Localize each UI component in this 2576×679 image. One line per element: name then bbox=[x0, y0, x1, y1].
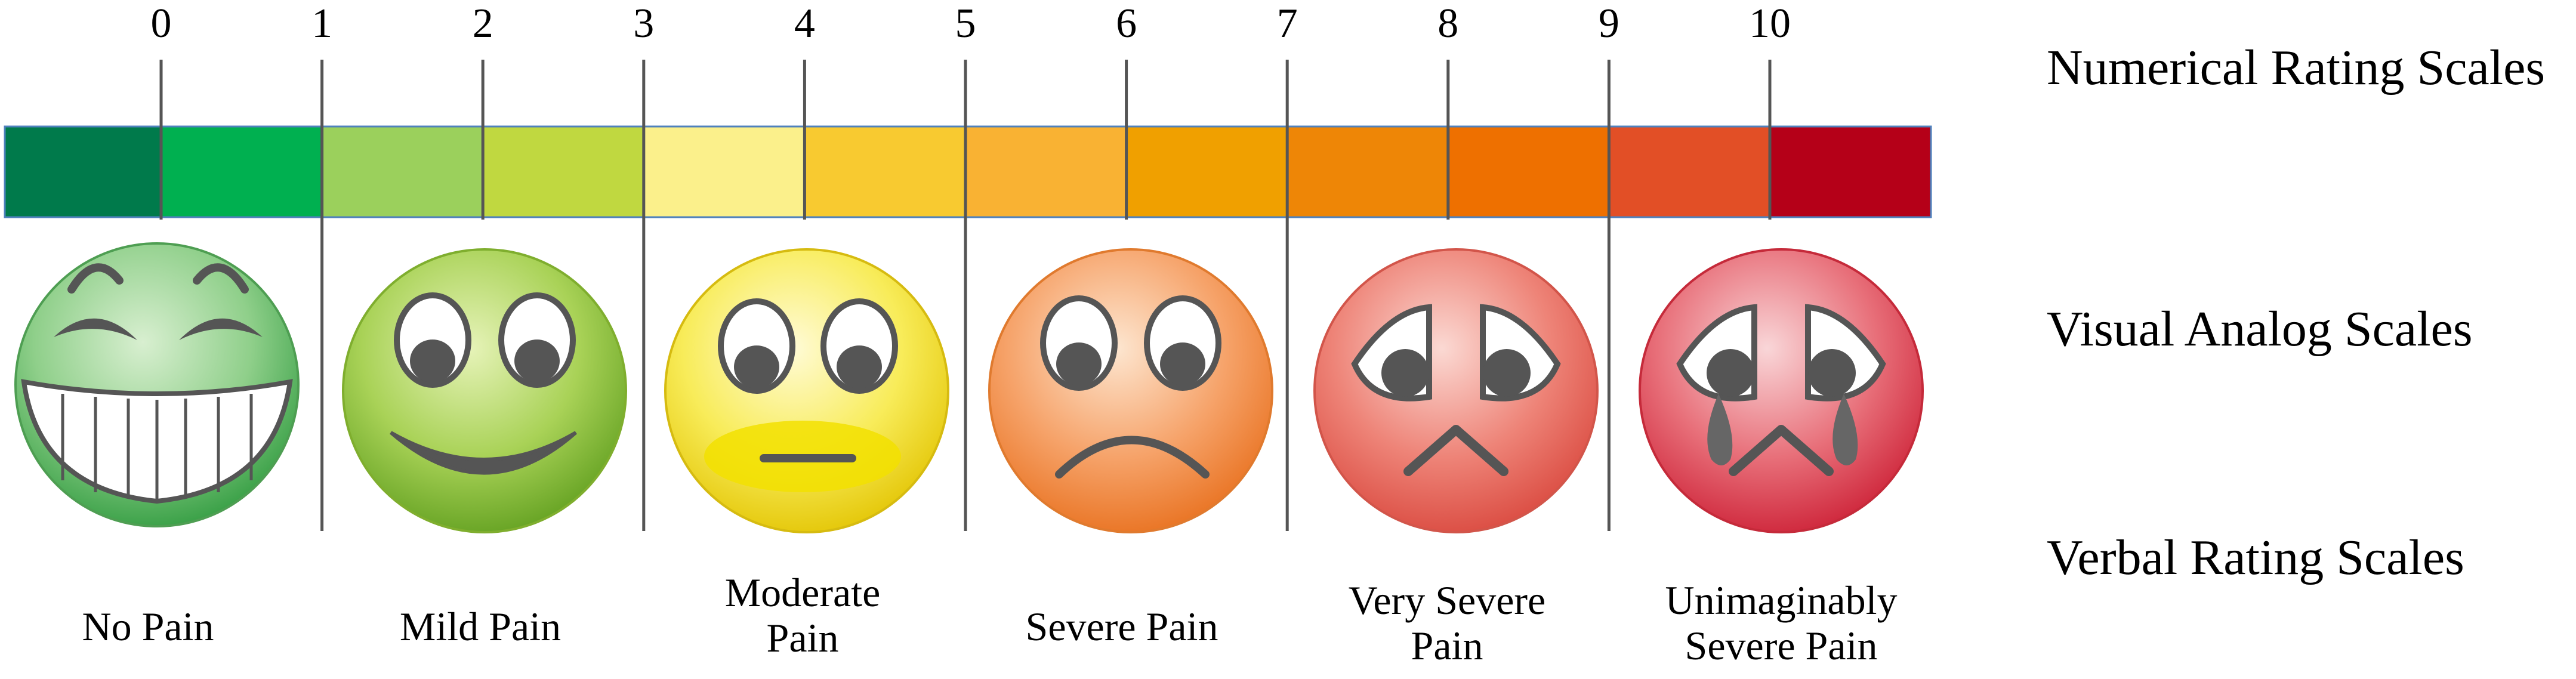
very-severe-pain-face-icon bbox=[1313, 248, 1599, 533]
tick-labels: 0 1 2 3 4 5 6 7 8 9 10 bbox=[151, 1, 1791, 47]
verbal-label-unimaginably-severe-pain: Unimaginably Severe Pain bbox=[1665, 578, 1898, 669]
verbal-rating-scales-label: Verbal Rating Scales bbox=[2047, 530, 2464, 585]
bar-segment bbox=[161, 126, 322, 217]
tick-label: 10 bbox=[1749, 1, 1791, 47]
mild-pain-face-icon bbox=[342, 248, 627, 533]
verbal-label-severe-pain: Severe Pain bbox=[1025, 604, 1218, 649]
tick-label: 6 bbox=[1116, 1, 1137, 47]
scale-dividers bbox=[320, 60, 1611, 531]
bar-segment bbox=[1770, 126, 1931, 217]
bar-segment bbox=[1126, 126, 1288, 217]
tick-label: 1 bbox=[311, 1, 332, 47]
tick-label: 8 bbox=[1437, 1, 1458, 47]
verbal-label-moderate-pain: Moderate Pain bbox=[724, 570, 881, 661]
bar-segment bbox=[483, 126, 644, 217]
moderate-pain-face-icon bbox=[664, 248, 949, 533]
bar-segment bbox=[5, 126, 161, 217]
no-pain-face-icon bbox=[14, 242, 300, 527]
verbal-label-mild-pain: Mild Pain bbox=[399, 604, 562, 649]
tick-label: 5 bbox=[955, 1, 976, 47]
verbal-label-no-pain: No Pain bbox=[82, 604, 214, 649]
tick-label: 7 bbox=[1277, 1, 1298, 47]
bar-outline bbox=[4, 125, 1932, 218]
tick-label: 0 bbox=[151, 1, 172, 47]
bar-segment bbox=[322, 126, 483, 217]
bar-segment bbox=[965, 126, 1127, 217]
visual-analog-scales-label: Visual Analog Scales bbox=[2047, 301, 2473, 357]
bar-segment bbox=[643, 126, 805, 217]
tick-label: 9 bbox=[1599, 1, 1619, 47]
numerical-rating-bar bbox=[5, 126, 1931, 217]
tick-label: 4 bbox=[794, 1, 815, 47]
bar-segment bbox=[1448, 126, 1609, 217]
bar-segment bbox=[804, 126, 965, 217]
numerical-rating-scales-label: Numerical Rating Scales bbox=[2047, 40, 2546, 95]
tick-label: 3 bbox=[633, 1, 654, 47]
severe-pain-face-icon bbox=[988, 248, 1273, 533]
bar-segment bbox=[1287, 126, 1448, 217]
verbal-label-very-severe-pain: Very Severe Pain bbox=[1348, 578, 1546, 669]
bar-segment bbox=[1609, 126, 1770, 217]
tick-label: 2 bbox=[473, 1, 493, 47]
tick-marks bbox=[159, 60, 1772, 220]
unimaginably-severe-pain-face-icon bbox=[1639, 248, 1924, 533]
